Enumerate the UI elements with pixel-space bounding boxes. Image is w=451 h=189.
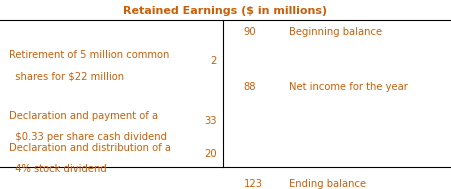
- Text: 4% stock dividend: 4% stock dividend: [9, 164, 107, 174]
- Text: 88: 88: [244, 82, 256, 92]
- Text: Net income for the year: Net income for the year: [289, 82, 408, 92]
- Text: 90: 90: [244, 27, 256, 37]
- Text: Ending balance: Ending balance: [289, 179, 366, 189]
- Text: Declaration and distribution of a: Declaration and distribution of a: [9, 143, 171, 153]
- Text: $0.33 per share cash dividend: $0.33 per share cash dividend: [9, 132, 167, 142]
- Text: Beginning balance: Beginning balance: [289, 27, 382, 37]
- Text: 123: 123: [244, 179, 262, 189]
- Text: Retained Earnings ($ in millions): Retained Earnings ($ in millions): [124, 6, 327, 16]
- Text: shares for $22 million: shares for $22 million: [9, 72, 124, 82]
- Text: Declaration and payment of a: Declaration and payment of a: [9, 111, 158, 121]
- Text: Retirement of 5 million common: Retirement of 5 million common: [9, 50, 170, 60]
- Text: 2: 2: [210, 56, 216, 66]
- Text: 33: 33: [204, 116, 216, 126]
- Text: 20: 20: [204, 149, 216, 159]
